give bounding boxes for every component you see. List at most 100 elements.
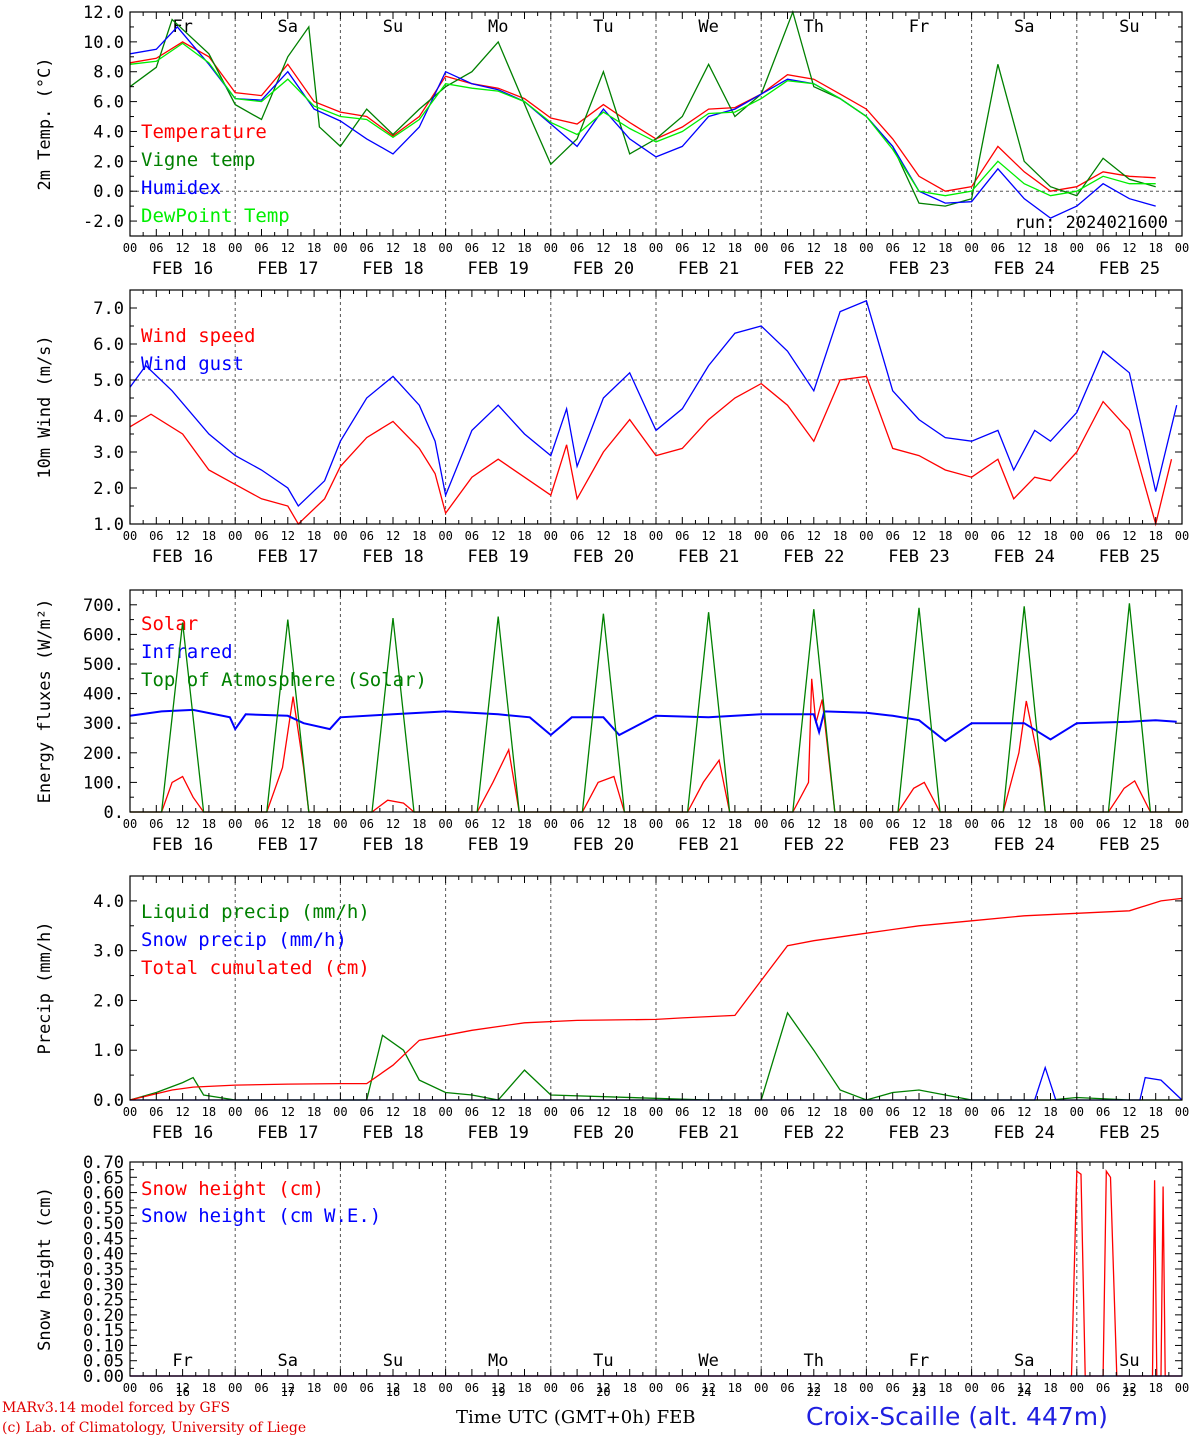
- weekday-label: Su: [1119, 17, 1139, 37]
- hour-tick-label: 12: [1017, 817, 1031, 831]
- hour-tick-label: 18: [412, 529, 426, 543]
- hour-tick-label: 18: [1148, 241, 1162, 255]
- hour-tick-label: 00: [1175, 1105, 1189, 1119]
- weekday-label: Sa: [278, 1351, 298, 1371]
- legend-entry: Total cumulated (cm): [141, 957, 370, 979]
- date-label: FEB 24: [993, 547, 1054, 567]
- y-tick-label: 4.0: [93, 407, 124, 427]
- hour-tick-label: 18: [307, 529, 321, 543]
- y-tick-label: 1.0: [93, 1041, 124, 1061]
- hour-tick-label: 00: [649, 1381, 663, 1395]
- hour-tick-label: 00: [228, 1105, 242, 1119]
- hour-tick-label: 06: [359, 529, 373, 543]
- hour-tick-label: 06: [465, 1381, 479, 1395]
- weekday-label: Fr: [172, 1351, 192, 1371]
- hour-tick-label: 18: [1043, 1105, 1057, 1119]
- hour-tick-label: 06: [780, 817, 794, 831]
- y-tick-label: 2.0: [93, 991, 124, 1011]
- hour-tick-label: 18: [622, 817, 636, 831]
- legend-entry: DewPoint Temp: [141, 205, 290, 227]
- date-label: FEB 21: [678, 259, 739, 279]
- hour-tick-label: 00: [333, 1381, 347, 1395]
- hour-tick-label: 12: [1017, 1105, 1031, 1119]
- hour-tick-label: 00: [964, 529, 978, 543]
- date-label: FEB 24: [993, 1123, 1054, 1143]
- y-tick-label: 8.0: [93, 63, 124, 83]
- legend-entry: Infrared: [141, 641, 233, 663]
- hour-tick-label: 00: [438, 241, 452, 255]
- hour-tick-label: 00: [1175, 817, 1189, 831]
- hour-tick-label: 12: [1122, 529, 1136, 543]
- y-tick-label: 6.0: [93, 93, 124, 113]
- hour-tick-label: 12: [491, 241, 505, 255]
- hour-tick-label: 06: [359, 1381, 373, 1395]
- hour-tick-label: 06: [780, 241, 794, 255]
- y-axis-label: 2m Temp. (°C): [35, 57, 55, 190]
- date-label: FEB 24: [993, 835, 1054, 855]
- y-tick-label: 0.50: [83, 1214, 124, 1234]
- hour-tick-label: 06: [991, 241, 1005, 255]
- hour-tick-label: 00: [649, 1105, 663, 1119]
- y-tick-label: 4.0: [93, 892, 124, 912]
- hour-tick-label: 12: [281, 241, 295, 255]
- hour-tick-label: 18: [833, 241, 847, 255]
- date-label: FEB 23: [888, 835, 949, 855]
- hour-tick-label: 06: [1096, 529, 1110, 543]
- hour-tick-label: 06: [991, 1381, 1005, 1395]
- hour-tick-label: 00: [1070, 817, 1084, 831]
- hour-tick-label: 18: [833, 1381, 847, 1395]
- hour-tick-label: 12: [1017, 529, 1031, 543]
- y-tick-label: 0.0: [93, 182, 124, 202]
- hour-tick-label: 06: [254, 1105, 268, 1119]
- hour-tick-label: 12: [1017, 241, 1031, 255]
- hour-tick-label: 00: [123, 529, 137, 543]
- hour-tick-label: 06: [991, 529, 1005, 543]
- weekday-label: Su: [383, 1351, 403, 1371]
- hour-tick-label: 12: [491, 1105, 505, 1119]
- date-label: FEB 19: [467, 547, 528, 567]
- hour-tick-label: 00: [1175, 529, 1189, 543]
- hour-tick-label: 00: [333, 529, 347, 543]
- y-tick-label: 10.0: [83, 33, 124, 53]
- date-label: FEB 21: [678, 547, 739, 567]
- hour-tick-label: 18: [412, 1381, 426, 1395]
- y-tick-label: 0.70: [83, 1153, 124, 1173]
- hour-tick-label: 00: [544, 529, 558, 543]
- y-tick-label: 12.0: [83, 3, 124, 23]
- hour-tick-label: 00: [333, 1105, 347, 1119]
- legend-entry: Wind speed: [141, 325, 255, 347]
- date-label: FEB 19: [467, 835, 528, 855]
- date-label: FEB 16: [152, 1123, 213, 1143]
- hour-tick-label: 06: [1096, 1105, 1110, 1119]
- series-line-snow-height-cm-: [130, 1169, 1182, 1377]
- hour-tick-label: 06: [359, 241, 373, 255]
- hour-tick-label: 00: [544, 1381, 558, 1395]
- y-axis-label: Precip (mm/h): [35, 921, 55, 1054]
- hour-tick-label: 00: [859, 529, 873, 543]
- hour-tick-label: 12: [281, 1381, 295, 1395]
- legend-entry: Top of Atmosphere (Solar): [141, 669, 427, 691]
- hour-tick-label: 18: [1043, 241, 1057, 255]
- hour-tick-label: 06: [465, 1105, 479, 1119]
- hour-tick-label: 06: [465, 529, 479, 543]
- hour-tick-label: 00: [228, 1381, 242, 1395]
- y-tick-label: 100.: [83, 773, 124, 793]
- hour-tick-label: 06: [780, 1105, 794, 1119]
- date-label: FEB 25: [1099, 835, 1160, 855]
- y-tick-label: 0.10: [83, 1336, 124, 1356]
- hour-tick-label: 18: [202, 241, 216, 255]
- hour-tick-label: 12: [386, 241, 400, 255]
- hour-tick-label: 00: [1175, 241, 1189, 255]
- hour-tick-label: 18: [833, 1105, 847, 1119]
- hour-tick-label: 00: [964, 817, 978, 831]
- hour-tick-label: 06: [675, 529, 689, 543]
- hour-tick-label: 18: [938, 1381, 952, 1395]
- hour-tick-label: 12: [1122, 1105, 1136, 1119]
- hour-tick-label: 00: [649, 241, 663, 255]
- y-tick-label: 0.0: [93, 1091, 124, 1111]
- hour-tick-label: 18: [412, 241, 426, 255]
- hour-tick-label: 00: [859, 1105, 873, 1119]
- hour-tick-label: 00: [438, 817, 452, 831]
- hour-tick-label: 18: [728, 241, 742, 255]
- hour-tick-label: 12: [175, 817, 189, 831]
